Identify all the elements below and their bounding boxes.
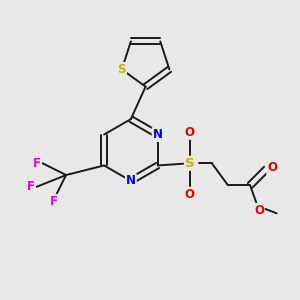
Text: N: N [153,128,163,141]
Text: O: O [185,126,195,139]
Text: F: F [50,195,58,208]
Text: S: S [118,63,126,76]
Text: O: O [185,188,195,201]
Text: O: O [267,161,277,174]
Text: F: F [33,157,41,170]
Text: N: N [126,174,136,188]
Text: O: O [254,204,264,217]
Text: F: F [27,180,35,193]
Text: S: S [185,157,195,170]
